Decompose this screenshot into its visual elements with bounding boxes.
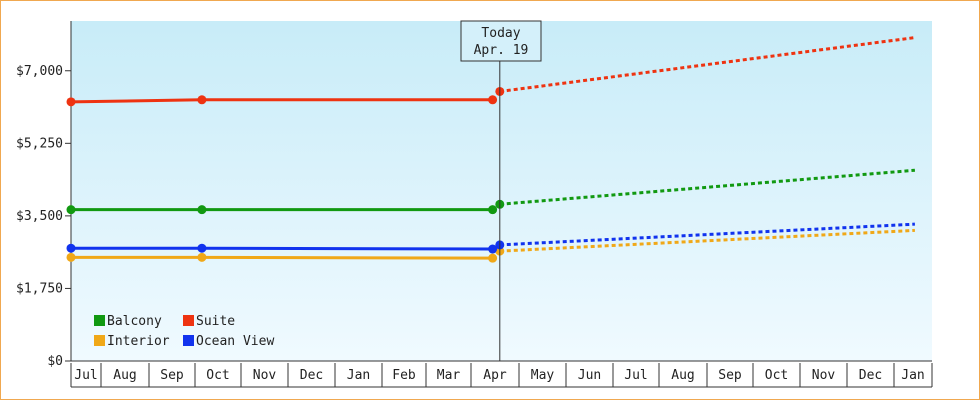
- legend-label: Balcony: [107, 314, 162, 329]
- data-point[interactable]: [197, 205, 207, 215]
- data-point[interactable]: [66, 97, 76, 107]
- legend-label: Ocean View: [196, 334, 274, 349]
- series-forecast-ocean-view: [499, 222, 915, 247]
- x-month-label: Sep: [718, 368, 742, 383]
- y-tick-label: $7,000: [16, 64, 63, 79]
- x-month-label: Oct: [765, 368, 788, 383]
- legend-label: Suite: [196, 314, 235, 329]
- data-point[interactable]: [66, 243, 76, 253]
- today-box: [460, 20, 542, 62]
- data-point[interactable]: [488, 253, 498, 263]
- data-point[interactable]: [197, 243, 207, 253]
- data-point[interactable]: [66, 252, 76, 262]
- series-line-interior: [71, 255, 493, 260]
- plot-area: [71, 21, 932, 361]
- legend-swatch: [94, 335, 105, 346]
- x-month-label: Nov: [253, 368, 277, 383]
- y-tick-label: $3,500: [16, 209, 63, 224]
- data-point[interactable]: [197, 95, 207, 105]
- legend-swatch: [183, 315, 194, 326]
- data-point[interactable]: [488, 205, 498, 215]
- x-month-label: Aug: [113, 368, 136, 383]
- data-point[interactable]: [488, 244, 498, 254]
- x-month-label: Jul: [624, 368, 647, 383]
- today-date: Apr. 19: [474, 43, 529, 58]
- legend-swatch: [94, 315, 105, 326]
- x-month-label: Feb: [392, 368, 416, 383]
- x-month-label: Sep: [160, 368, 184, 383]
- series-forecast-interior: [499, 228, 915, 253]
- x-month-label: Jan: [347, 368, 370, 383]
- today-label: Today: [481, 26, 520, 41]
- x-month-label: May: [531, 368, 555, 383]
- x-month-label: Jul: [74, 368, 97, 383]
- x-month-label: Jun: [578, 368, 601, 383]
- x-month-label: Jan: [901, 368, 924, 383]
- data-point[interactable]: [66, 205, 76, 215]
- x-month-label: Dec: [859, 368, 882, 383]
- data-point[interactable]: [488, 95, 498, 105]
- x-month-label: Oct: [206, 368, 229, 383]
- legend-swatch: [183, 335, 194, 346]
- data-point[interactable]: [197, 252, 207, 262]
- x-month-label: Mar: [437, 368, 461, 383]
- y-tick-label: $0: [47, 354, 63, 369]
- y-tick-label: $5,250: [16, 136, 63, 151]
- x-month-label: Aug: [671, 368, 694, 383]
- series-line-ocean-view: [71, 246, 493, 251]
- y-tick-label: $1,750: [16, 281, 63, 296]
- x-month-label: Dec: [300, 368, 323, 383]
- x-month-label: Apr: [483, 368, 507, 383]
- x-month-label: Nov: [812, 368, 836, 383]
- legend-label: Interior: [107, 334, 170, 349]
